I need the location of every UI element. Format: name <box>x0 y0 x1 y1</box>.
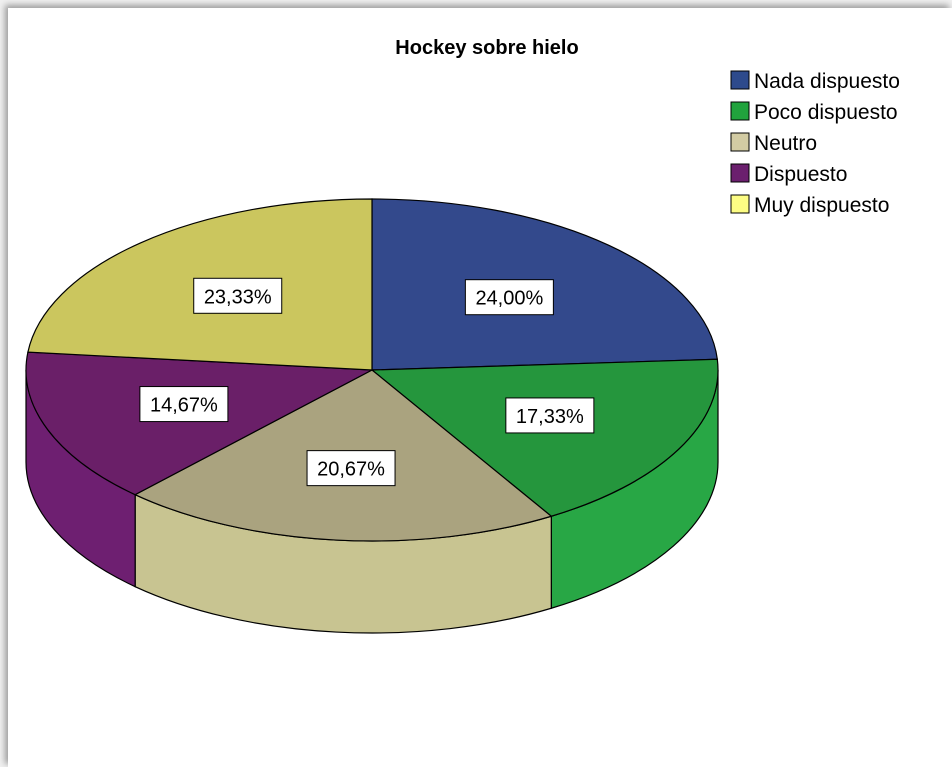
data-label-text: 17,33% <box>516 406 584 428</box>
legend-label: Neutro <box>754 132 817 155</box>
data-label-poco-dispuesto: 17,33% <box>506 398 594 433</box>
data-label-muy-dispuesto: 23,33% <box>194 278 282 313</box>
chart-frame: Hockey sobre hielo 24,00% 17,33% 20,67% 14,… <box>8 8 952 767</box>
legend-item-nada-dispuesto: Nada dispuesto <box>731 70 900 93</box>
data-label-neutro: 20,67% <box>307 451 395 486</box>
data-label-nada-dispuesto: 24,00% <box>465 280 553 315</box>
pie-chart: Hockey sobre hielo 24,00% 17,33% 20,67% 14,… <box>8 8 952 767</box>
legend-label: Muy dispuesto <box>754 194 889 217</box>
data-label-text: 14,67% <box>150 395 218 417</box>
legend-item-muy-dispuesto: Muy dispuesto <box>731 194 889 217</box>
pie-tops <box>26 199 718 541</box>
legend: Nada dispuesto Poco dispuesto Neutro Dispue… <box>731 70 900 217</box>
legend-label: Nada dispuesto <box>754 70 900 93</box>
legend-swatch <box>731 164 749 182</box>
legend-swatch <box>731 102 749 120</box>
legend-label: Dispuesto <box>754 163 847 186</box>
legend-swatch <box>731 195 749 213</box>
chart-title: Hockey sobre hielo <box>395 37 578 59</box>
legend-label: Poco dispuesto <box>754 101 898 124</box>
data-label-text: 24,00% <box>475 288 543 310</box>
legend-item-poco-dispuesto: Poco dispuesto <box>731 101 898 124</box>
legend-item-dispuesto: Dispuesto <box>731 163 847 186</box>
data-label-dispuesto: 14,67% <box>140 387 228 422</box>
legend-swatch <box>731 71 749 89</box>
legend-item-neutro: Neutro <box>731 132 817 155</box>
data-label-text: 20,67% <box>317 459 385 481</box>
legend-swatch <box>731 133 749 151</box>
data-label-text: 23,33% <box>204 286 272 308</box>
